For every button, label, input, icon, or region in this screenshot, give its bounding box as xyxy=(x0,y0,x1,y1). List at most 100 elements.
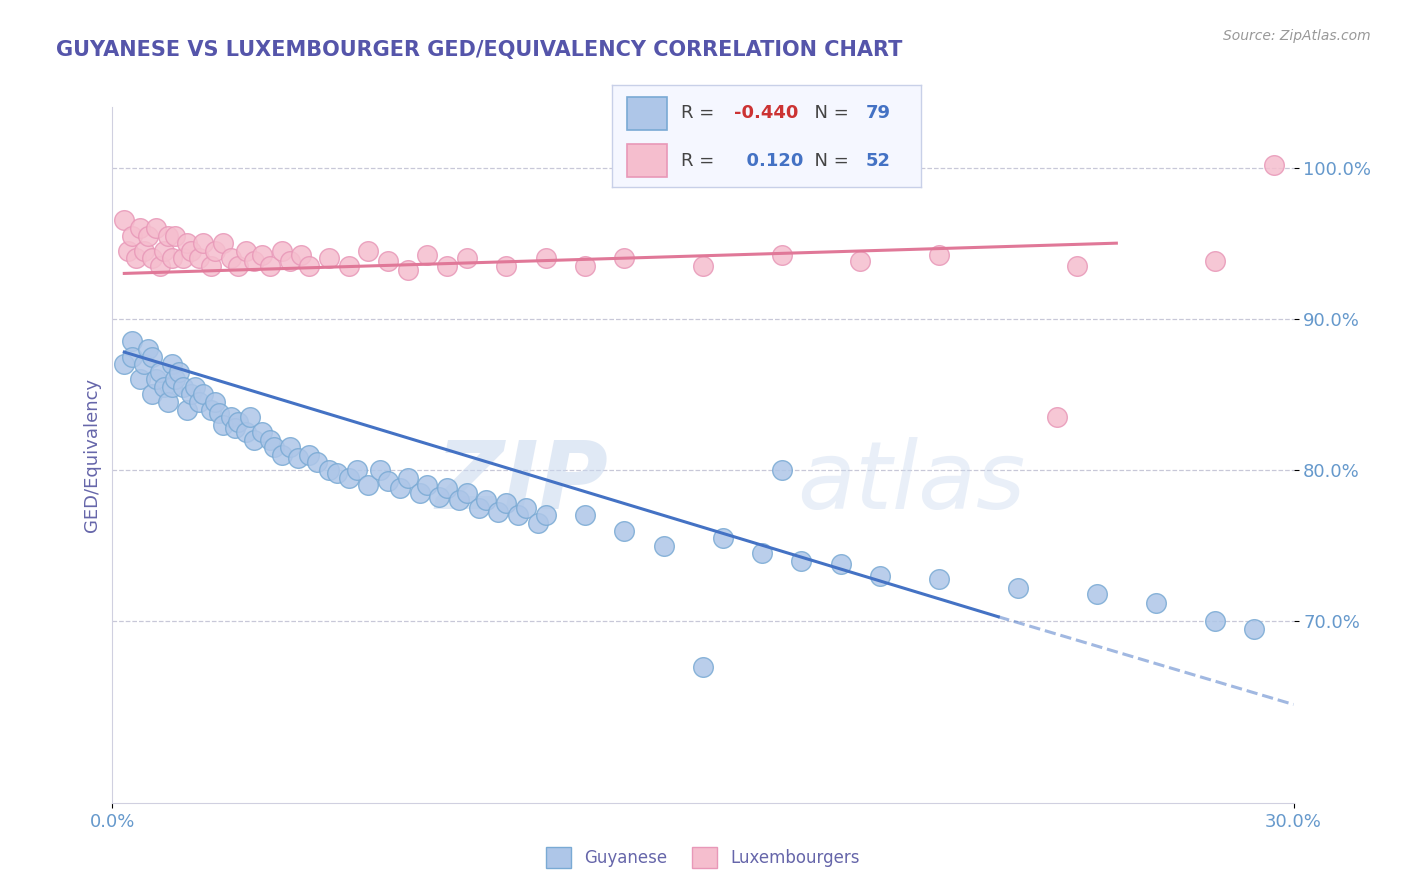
Point xyxy=(141,252,163,266)
Point xyxy=(1204,254,1226,268)
Point xyxy=(149,259,172,273)
Text: R =: R = xyxy=(682,152,720,169)
Point xyxy=(377,474,399,488)
Point xyxy=(396,470,419,484)
Point xyxy=(278,441,301,455)
Point xyxy=(270,244,292,258)
Point xyxy=(357,244,380,258)
Text: 0.120: 0.120 xyxy=(734,152,803,169)
Point xyxy=(160,357,183,371)
Text: -0.440: -0.440 xyxy=(734,104,799,122)
Point xyxy=(188,395,211,409)
Point xyxy=(368,463,391,477)
Text: N =: N = xyxy=(803,104,855,122)
Point xyxy=(136,342,159,356)
Point xyxy=(357,478,380,492)
Point xyxy=(239,410,262,425)
Point xyxy=(211,236,233,251)
Point xyxy=(121,228,143,243)
Point xyxy=(326,466,349,480)
Point xyxy=(849,254,872,268)
Point xyxy=(692,659,714,673)
Text: N =: N = xyxy=(803,152,855,169)
Point xyxy=(188,252,211,266)
Point xyxy=(129,221,152,235)
Point xyxy=(219,410,242,425)
Point xyxy=(436,259,458,273)
Point xyxy=(1144,596,1167,610)
Point xyxy=(1046,410,1069,425)
Point xyxy=(318,463,340,477)
Point xyxy=(112,357,135,371)
Point xyxy=(515,500,537,515)
Point xyxy=(1085,587,1108,601)
Point xyxy=(298,448,321,462)
Point xyxy=(112,213,135,227)
Point xyxy=(160,252,183,266)
Point xyxy=(191,236,214,251)
Point xyxy=(172,380,194,394)
Point xyxy=(132,357,155,371)
Point xyxy=(141,387,163,401)
Point xyxy=(613,252,636,266)
Point xyxy=(117,244,139,258)
Point xyxy=(287,450,309,465)
Point xyxy=(200,259,222,273)
Point xyxy=(427,490,450,504)
Text: GUYANESE VS LUXEMBOURGER GED/EQUIVALENCY CORRELATION CHART: GUYANESE VS LUXEMBOURGER GED/EQUIVALENCY… xyxy=(56,40,903,60)
Point xyxy=(270,448,292,462)
Y-axis label: GED/Equivalency: GED/Equivalency xyxy=(83,378,101,532)
Point xyxy=(436,481,458,495)
Point xyxy=(506,508,529,523)
Point xyxy=(1066,259,1088,273)
Point xyxy=(208,406,231,420)
Point xyxy=(298,259,321,273)
Point xyxy=(574,259,596,273)
Point xyxy=(169,365,191,379)
Point xyxy=(307,455,329,469)
Point xyxy=(149,365,172,379)
Point xyxy=(165,228,187,243)
FancyBboxPatch shape xyxy=(627,97,668,130)
Text: 52: 52 xyxy=(865,152,890,169)
Point xyxy=(204,244,226,258)
Point xyxy=(337,470,360,484)
Point xyxy=(830,557,852,571)
Point xyxy=(1007,581,1029,595)
Point xyxy=(136,228,159,243)
Point xyxy=(219,252,242,266)
Point xyxy=(152,244,174,258)
Point xyxy=(263,441,285,455)
Point xyxy=(129,372,152,386)
Point xyxy=(132,244,155,258)
Point xyxy=(243,433,266,447)
Point xyxy=(224,420,246,434)
Point xyxy=(711,531,734,545)
Point xyxy=(396,263,419,277)
Point xyxy=(121,334,143,349)
Point xyxy=(200,402,222,417)
Point xyxy=(278,254,301,268)
Point xyxy=(172,252,194,266)
Point xyxy=(869,569,891,583)
Point xyxy=(180,387,202,401)
Point xyxy=(165,372,187,386)
Point xyxy=(456,252,478,266)
Point xyxy=(928,248,950,262)
Point xyxy=(467,500,489,515)
Point xyxy=(176,236,198,251)
Point xyxy=(770,463,793,477)
Point xyxy=(204,395,226,409)
Point xyxy=(1263,157,1285,171)
Point xyxy=(228,259,250,273)
Point xyxy=(652,539,675,553)
Point xyxy=(388,481,411,495)
Point xyxy=(534,252,557,266)
Point xyxy=(290,248,312,262)
Point xyxy=(235,244,257,258)
Point xyxy=(447,493,470,508)
Point xyxy=(408,485,430,500)
Point xyxy=(191,387,214,401)
Point xyxy=(790,554,813,568)
Point xyxy=(184,380,207,394)
